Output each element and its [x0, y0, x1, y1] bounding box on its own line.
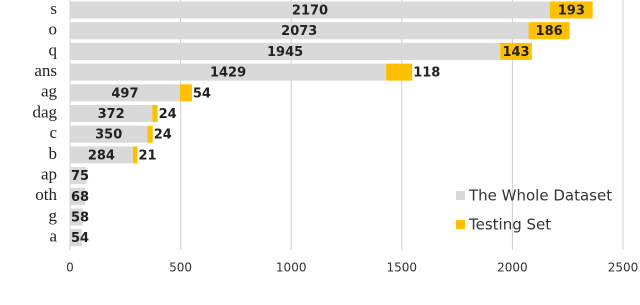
value-label: 350 [95, 128, 122, 143]
bar [152, 105, 158, 122]
bar [70, 105, 153, 122]
bar [132, 146, 138, 164]
value-label: 186 [536, 24, 563, 39]
bar [70, 84, 180, 102]
value-label: 284 [88, 148, 115, 163]
value-label: 1429 [210, 66, 246, 81]
value-label: 24 [154, 128, 172, 143]
value-label: 54 [193, 86, 211, 101]
bar [70, 208, 83, 226]
category-label: ag [41, 82, 58, 101]
bar [70, 187, 86, 205]
value-label: 75 [71, 169, 89, 184]
x-tick-label: 1500 [387, 261, 418, 275]
bar [70, 146, 133, 164]
category-label: a [49, 227, 57, 246]
category-label: o [49, 20, 58, 39]
legend-swatch [456, 191, 465, 200]
bar [500, 42, 532, 60]
value-label: 2073 [281, 24, 317, 39]
value-label: 2170 [292, 4, 328, 19]
category-label: q [49, 40, 58, 59]
category-label: g [49, 206, 58, 225]
bar [70, 229, 82, 247]
x-tick-label: 2500 [608, 261, 639, 275]
value-label: 193 [558, 4, 585, 19]
category-label: oth [35, 185, 57, 204]
legend-swatch [456, 220, 465, 229]
value-label: 1945 [267, 45, 303, 60]
value-label: 54 [71, 231, 89, 246]
legend-label: Testing Set [468, 216, 551, 234]
bar [550, 1, 593, 19]
category-label: ap [41, 165, 57, 184]
legend-label: The Whole Dataset [468, 187, 612, 205]
bar [70, 167, 87, 185]
bar [179, 84, 192, 102]
category-label: b [49, 144, 58, 163]
bar [70, 125, 148, 143]
value-label: 68 [71, 190, 89, 205]
x-tick-label: 2000 [497, 261, 528, 275]
bar [70, 22, 529, 40]
value-label: 372 [98, 107, 125, 122]
x-tick-label: 0 [66, 261, 74, 275]
bar [70, 1, 551, 19]
value-label: 497 [111, 86, 138, 101]
bar [70, 63, 387, 81]
category-label: s [50, 0, 57, 18]
category-label: c [49, 123, 57, 142]
value-label: 143 [502, 45, 529, 60]
bar [70, 42, 501, 60]
bar [528, 22, 570, 40]
value-label: 21 [138, 148, 156, 163]
x-tick-label: 500 [169, 261, 192, 275]
bar [386, 63, 413, 81]
x-tick-label: 1000 [276, 261, 307, 275]
category-label: ans [34, 61, 57, 80]
value-label: 24 [159, 107, 177, 122]
value-label: 58 [71, 211, 89, 226]
category-label: dag [32, 102, 57, 121]
value-label: 118 [413, 66, 440, 81]
bar [147, 125, 153, 143]
